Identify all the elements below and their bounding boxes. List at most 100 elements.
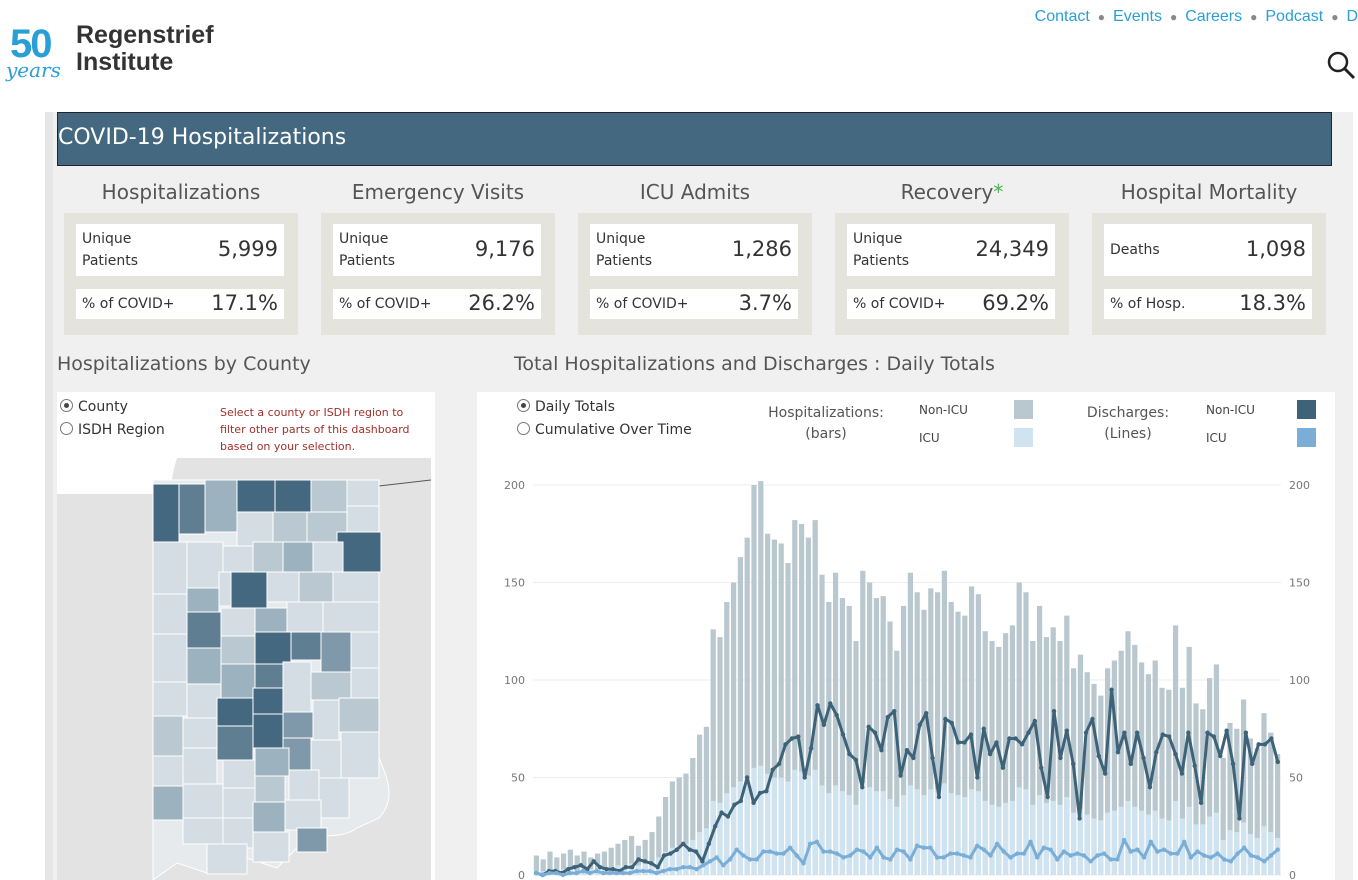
county-shape[interactable] [152, 541, 188, 595]
county-shape[interactable] [290, 631, 322, 661]
county-shape[interactable] [254, 663, 284, 689]
discharge-icu-point [741, 853, 746, 858]
county-shape[interactable] [182, 817, 224, 845]
county-shape[interactable] [286, 601, 324, 633]
discharge-icu-point [707, 859, 713, 864]
county-shape[interactable] [346, 479, 380, 507]
county-shape[interactable] [220, 663, 256, 699]
bar-nonicu [1241, 699, 1247, 875]
county-shape[interactable] [152, 755, 184, 787]
county-shape[interactable] [152, 593, 188, 635]
radio-isdh-region[interactable]: ISDH Region [60, 422, 165, 438]
county-shape[interactable] [254, 775, 286, 803]
county-shape[interactable] [350, 667, 380, 699]
county-shape[interactable] [222, 787, 256, 819]
discharge-icu-point [954, 851, 960, 856]
nav-careers[interactable]: Careers [1185, 8, 1243, 25]
nav-separator: ● [1169, 10, 1178, 24]
county-shape[interactable] [336, 531, 382, 573]
county-shape[interactable] [220, 635, 256, 665]
kpi-title-footnote-mark[interactable]: * [993, 180, 1004, 204]
county-shape[interactable] [296, 827, 328, 853]
county-shape[interactable] [346, 505, 380, 533]
county-shape[interactable] [254, 747, 290, 777]
radio-cumulative[interactable]: Cumulative Over Time [517, 422, 692, 438]
county-shape[interactable] [252, 687, 284, 715]
county-shape[interactable] [236, 511, 274, 547]
county-shape[interactable] [282, 661, 312, 713]
radio-daily-totals[interactable]: Daily Totals [517, 399, 615, 415]
legend-dis-sub: (Lines) [1104, 426, 1152, 442]
county-shape[interactable] [298, 571, 334, 603]
hospitalizations-chart[interactable]: 0 0 50 50 100 100 150 150 200 200 [477, 460, 1335, 880]
bar-icu [941, 783, 947, 875]
county-shape[interactable] [266, 571, 300, 603]
county-shape[interactable] [340, 731, 380, 779]
county-shape[interactable] [274, 479, 312, 513]
kpi-card: Unique Patients 9,176 % of COVID+ 26.2% [321, 213, 555, 335]
county-shape[interactable] [252, 541, 284, 573]
county-shape[interactable] [216, 725, 254, 761]
discharge-icu-point [1081, 853, 1087, 858]
county-shape[interactable] [186, 541, 224, 589]
discharge-icu-point [1181, 839, 1187, 845]
nav-podcast[interactable]: Podcast [1265, 8, 1324, 25]
county-shape[interactable] [186, 647, 222, 685]
county-shape[interactable] [350, 631, 380, 669]
county-shape[interactable] [254, 631, 292, 665]
county-shape[interactable] [152, 483, 180, 543]
county-shape[interactable] [186, 611, 222, 649]
county-shape[interactable] [312, 699, 340, 741]
county-shape[interactable] [182, 783, 224, 819]
y-tick-label-left: 100 [504, 674, 525, 687]
county-shape[interactable] [222, 759, 256, 789]
county-shape[interactable] [282, 711, 314, 739]
discharge-nonicu-point [853, 757, 859, 763]
nav-more[interactable]: D [1346, 8, 1358, 25]
county-shape[interactable] [152, 785, 184, 821]
regenstrief-logo[interactable]: 50 years Regenstrief Institute [4, 20, 224, 86]
discharge-icu-point [868, 855, 873, 860]
county-shape[interactable] [152, 715, 184, 757]
county-shape[interactable] [272, 511, 308, 543]
county-shape[interactable] [220, 607, 256, 639]
kpi-primary-value: 1,098 [1245, 237, 1306, 261]
county-shapes[interactable] [152, 479, 382, 875]
county-shape[interactable] [322, 601, 380, 633]
county-shape[interactable] [152, 633, 188, 683]
county-shape[interactable] [204, 479, 238, 533]
search-icon[interactable] [1326, 50, 1356, 80]
county-shape[interactable] [182, 747, 218, 785]
bar-nonicu [703, 726, 709, 875]
county-shape[interactable] [288, 769, 320, 801]
nav-contact[interactable]: Contact [1034, 8, 1090, 25]
county-shape[interactable] [338, 697, 380, 733]
county-shape[interactable] [282, 541, 314, 573]
radio-county[interactable]: County [60, 399, 128, 415]
county-shape[interactable] [254, 607, 288, 633]
nav-events[interactable]: Events [1113, 8, 1162, 25]
county-shape[interactable] [318, 777, 350, 819]
county-shape[interactable] [186, 683, 222, 719]
county-shape[interactable] [320, 631, 352, 673]
county-shape[interactable] [252, 713, 284, 749]
county-shape[interactable] [236, 479, 276, 513]
county-shape[interactable] [186, 587, 220, 613]
county-shape[interactable] [222, 817, 254, 849]
county-shape[interactable] [152, 681, 188, 717]
county-shape[interactable] [332, 571, 380, 603]
county-shape[interactable] [312, 541, 344, 573]
county-shape[interactable] [216, 697, 254, 727]
county-shape[interactable] [252, 831, 290, 863]
county-shape[interactable] [230, 571, 268, 609]
county-shape[interactable] [310, 479, 348, 513]
county-shape[interactable] [310, 671, 352, 701]
indiana-county-map[interactable] [57, 458, 431, 880]
county-shape[interactable] [284, 799, 322, 831]
county-shape[interactable] [206, 843, 248, 875]
county-shape[interactable] [252, 801, 286, 833]
county-shape[interactable] [178, 483, 206, 535]
bar-icu [1016, 787, 1022, 875]
discharge-nonicu-point [661, 853, 667, 858]
county-shape[interactable] [182, 717, 218, 749]
